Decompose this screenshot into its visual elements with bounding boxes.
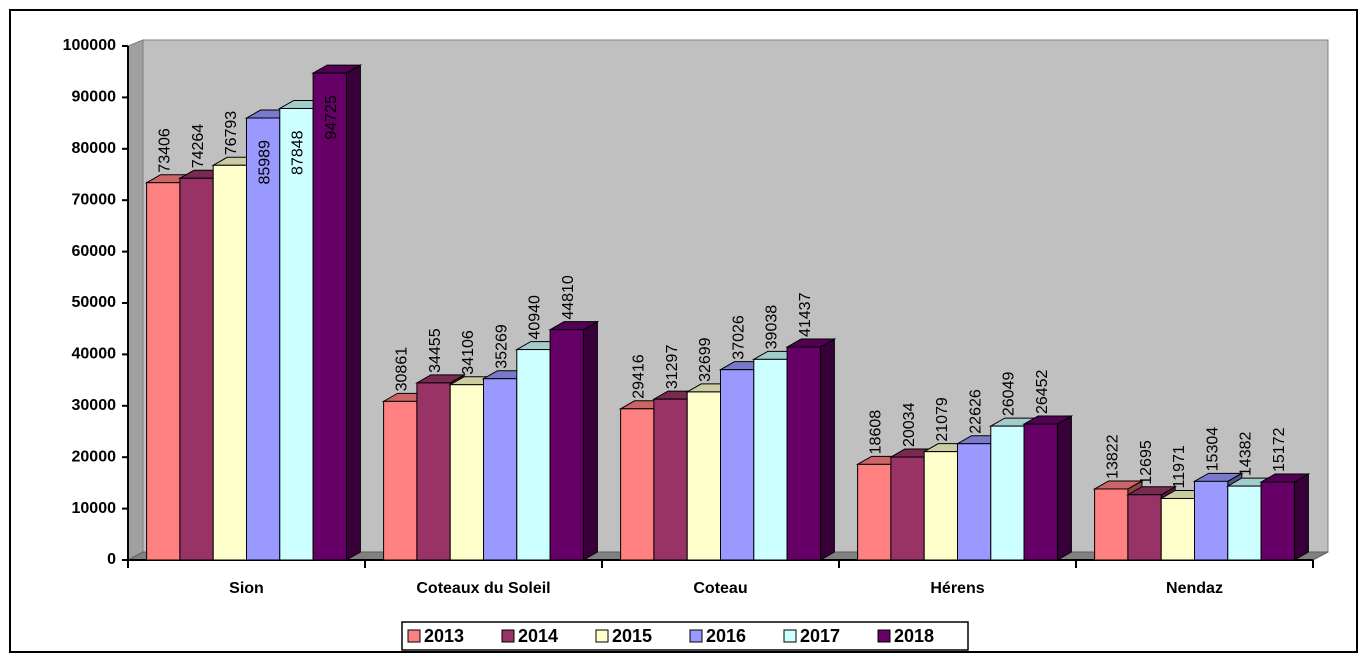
- legend-label: 2016: [706, 626, 746, 646]
- y-tick-label: 0: [107, 551, 116, 568]
- data-label: 34106: [460, 330, 477, 375]
- data-label: 32699: [697, 337, 714, 382]
- legend-swatch: [407, 629, 421, 643]
- bar-side: [1056, 415, 1072, 561]
- legend-label: 2013: [424, 626, 464, 646]
- bar: [753, 358, 788, 561]
- y-tick-label: 90000: [72, 89, 117, 106]
- bar: [516, 349, 551, 561]
- legend-swatch: [595, 629, 609, 643]
- y-tick-label: 80000: [72, 140, 117, 157]
- bar: [212, 164, 247, 561]
- x-tick-label: Sion: [229, 580, 264, 597]
- data-label: 94725: [323, 95, 340, 140]
- bar: [857, 463, 892, 561]
- bar: [923, 451, 959, 561]
- bar: [1127, 494, 1162, 561]
- legend-swatch: [689, 629, 703, 643]
- data-label: 21079: [934, 397, 951, 442]
- data-label: 35269: [493, 324, 510, 369]
- bar-side: [819, 338, 835, 561]
- bar: [549, 329, 584, 561]
- bar: [890, 456, 925, 561]
- data-label: 76793: [223, 111, 240, 156]
- data-label: 37026: [730, 315, 747, 360]
- side-wall: [127, 39, 144, 561]
- bar: [279, 107, 314, 561]
- bar: [483, 378, 518, 561]
- data-label: 39038: [764, 305, 781, 350]
- y-tick-label: 20000: [72, 448, 117, 465]
- x-tick-label: Hérens: [930, 580, 984, 597]
- data-label: 34455: [427, 328, 444, 373]
- bar: [1023, 423, 1058, 561]
- bar: [1094, 488, 1129, 561]
- data-label: 87848: [290, 130, 307, 175]
- bar: [1227, 485, 1262, 561]
- bar: [720, 369, 755, 561]
- bar: [146, 182, 181, 561]
- data-label: 31297: [664, 345, 681, 390]
- legend-label: 2018: [894, 626, 934, 646]
- data-label: 13822: [1104, 434, 1121, 479]
- legend-label: 2014: [518, 626, 558, 646]
- y-tick-label: 70000: [72, 191, 117, 208]
- bar-side: [1293, 473, 1309, 561]
- bar-side: [582, 320, 598, 561]
- data-label: 15304: [1204, 427, 1221, 472]
- bar: [1160, 497, 1195, 561]
- legend-label: 2017: [800, 626, 840, 646]
- data-label: 11971: [1171, 445, 1188, 488]
- legend-swatch: [783, 629, 797, 643]
- bar: [653, 398, 688, 561]
- data-label: 41437: [797, 292, 814, 337]
- x-tick-label: Nendaz: [1166, 580, 1223, 597]
- bar: [957, 443, 992, 561]
- data-label: 40940: [527, 295, 544, 340]
- y-tick-label: 100000: [63, 37, 116, 54]
- bar: [416, 382, 451, 561]
- data-label: 14382: [1238, 431, 1255, 476]
- bar: [686, 391, 722, 561]
- data-label: 29416: [630, 354, 647, 399]
- legend-label: 2015: [612, 626, 652, 646]
- y-tick-label: 30000: [72, 397, 117, 414]
- data-label: 44810: [560, 275, 577, 320]
- data-label: 74264: [190, 124, 207, 169]
- bar: [1260, 481, 1295, 561]
- bar: [786, 346, 821, 561]
- legend-swatch: [501, 629, 515, 643]
- bar: [383, 400, 418, 561]
- data-label: 73406: [156, 128, 173, 173]
- data-label: 22626: [967, 389, 984, 434]
- bar: [990, 425, 1025, 561]
- x-tick-label: Coteau: [693, 580, 747, 597]
- data-label: 12695: [1138, 440, 1155, 485]
- data-label: 26452: [1034, 369, 1051, 414]
- bar: [449, 384, 485, 561]
- data-label: 18608: [867, 410, 884, 455]
- y-tick-label: 50000: [72, 294, 117, 311]
- bar: [1194, 480, 1229, 561]
- y-tick-label: 40000: [72, 346, 117, 363]
- bar-side: [345, 64, 361, 561]
- data-label: 85989: [256, 140, 273, 185]
- y-tick-label: 60000: [72, 243, 117, 260]
- data-label: 20034: [901, 402, 918, 447]
- bar: [246, 117, 281, 561]
- legend-swatch: [877, 629, 891, 643]
- legend-box: [401, 621, 969, 651]
- data-label: 30861: [393, 347, 410, 392]
- data-label: 15172: [1271, 427, 1288, 472]
- bar: [179, 177, 214, 561]
- data-label: 26049: [1001, 372, 1018, 417]
- x-tick-label: Coteaux du Soleil: [416, 580, 550, 597]
- y-tick-label: 10000: [72, 500, 117, 517]
- bar: [312, 72, 347, 561]
- bar: [620, 408, 655, 561]
